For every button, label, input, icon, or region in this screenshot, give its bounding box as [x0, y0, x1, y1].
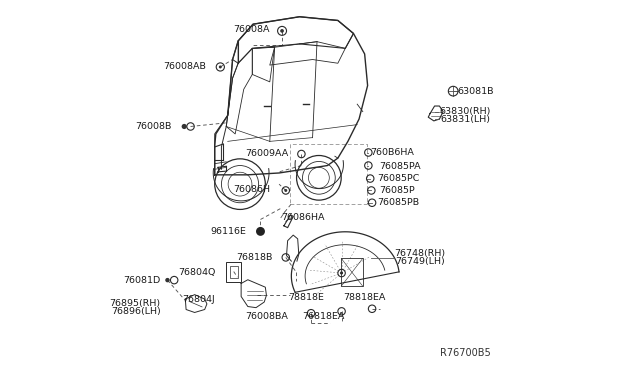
Circle shape — [182, 124, 187, 129]
Text: 76008AB: 76008AB — [164, 62, 207, 71]
Text: 76086H: 76086H — [234, 185, 271, 194]
Text: 76085PB: 76085PB — [378, 198, 420, 207]
Text: 76086HA: 76086HA — [281, 213, 324, 222]
Text: 76008BA: 76008BA — [246, 312, 289, 321]
Text: 76008A: 76008A — [233, 25, 270, 34]
Text: 76804Q: 76804Q — [178, 268, 215, 277]
Circle shape — [284, 189, 287, 192]
Text: 76804J: 76804J — [182, 295, 215, 304]
Circle shape — [256, 227, 265, 236]
Bar — [341, 258, 363, 286]
Text: 63830(RH): 63830(RH) — [439, 107, 490, 116]
Text: 76749(LH): 76749(LH) — [396, 257, 445, 266]
Text: 76818EA: 76818EA — [302, 312, 344, 321]
Text: 78818EA: 78818EA — [343, 293, 385, 302]
Text: 76081D: 76081D — [124, 276, 161, 285]
Text: 76748(RH): 76748(RH) — [394, 249, 445, 258]
Text: 76085PC: 76085PC — [378, 174, 420, 183]
Text: 76085P: 76085P — [380, 186, 415, 195]
Circle shape — [280, 29, 284, 33]
Text: 78818E: 78818E — [288, 293, 324, 302]
Text: 76085PA: 76085PA — [380, 162, 421, 171]
Text: 76818B: 76818B — [236, 253, 273, 262]
Text: 76009AA: 76009AA — [245, 149, 289, 158]
Text: 76896(LH): 76896(LH) — [111, 307, 161, 316]
Text: 96116E: 96116E — [211, 227, 246, 236]
Text: 63081B: 63081B — [458, 87, 494, 96]
Circle shape — [219, 65, 222, 68]
Text: 76008B: 76008B — [135, 122, 172, 131]
Circle shape — [165, 278, 170, 282]
Text: 76895(RH): 76895(RH) — [109, 299, 161, 308]
Text: 760B6HA: 760B6HA — [370, 148, 414, 157]
Text: R76700B5: R76700B5 — [440, 348, 491, 358]
Circle shape — [340, 272, 343, 275]
Text: 63831(LH): 63831(LH) — [440, 115, 490, 124]
